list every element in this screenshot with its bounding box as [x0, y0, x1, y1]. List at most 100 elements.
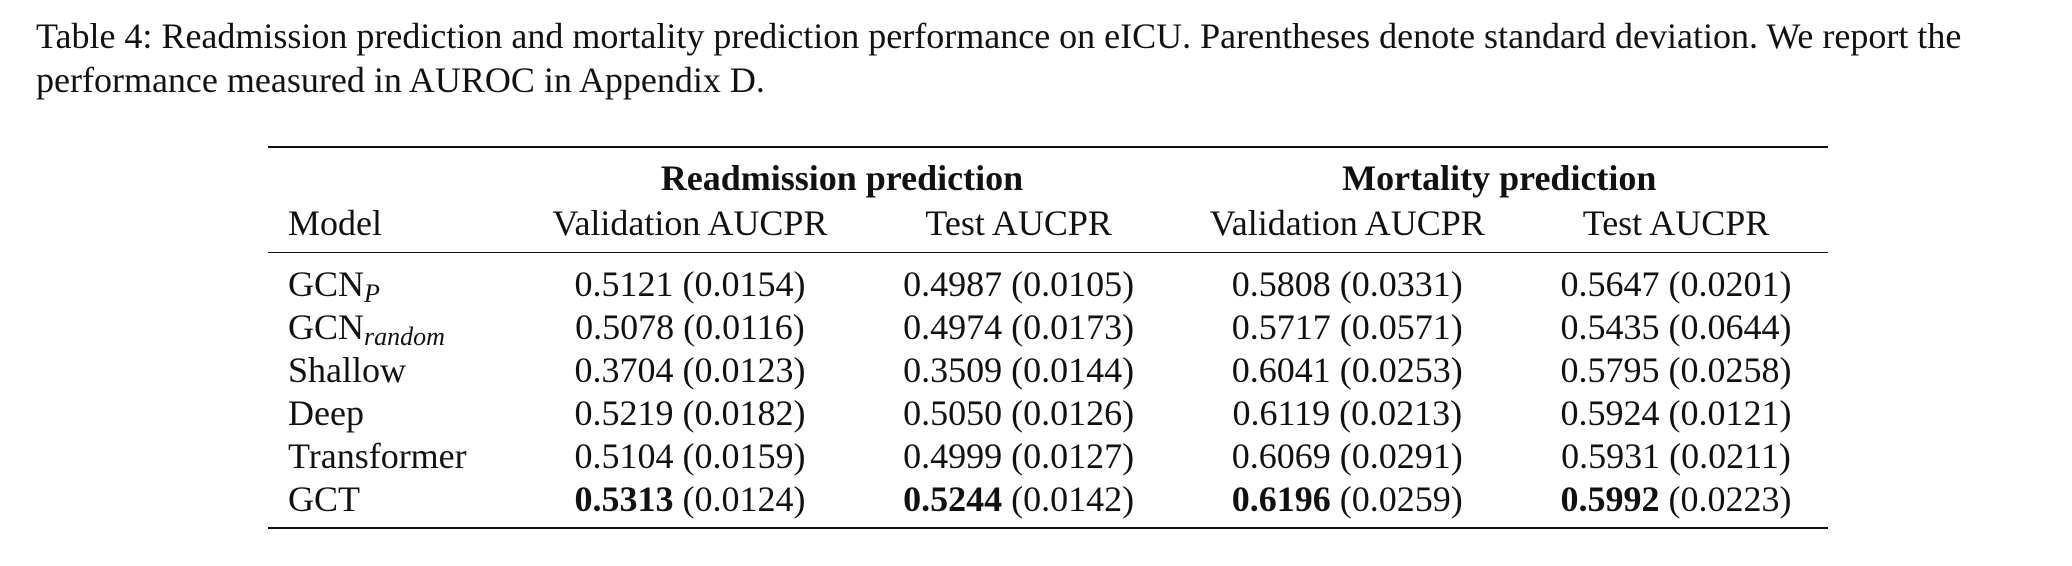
metric-std: (0.0126)	[1011, 393, 1135, 433]
header-group-readmission: Readmission prediction	[660, 158, 1024, 198]
metric-cell: 0.5924 (0.0121)	[1524, 392, 1828, 435]
model-name: GCN	[288, 264, 365, 304]
model-name: Transformer	[288, 436, 467, 476]
model-name: Deep	[288, 393, 364, 433]
model-name-cell: Shallow	[268, 349, 513, 392]
model-name-cell: GCNP	[268, 253, 513, 307]
model-subscript: P	[364, 279, 380, 308]
metric-cell: 0.5717 (0.0571)	[1171, 306, 1524, 349]
metric-cell: 0.6119 (0.0213)	[1171, 392, 1524, 435]
metric-cell: 0.5121 (0.0154)	[513, 253, 866, 307]
table-row: GCNP 0.5121 (0.0154) 0.4987 (0.0105) 0.5808…	[268, 252, 1828, 307]
metric-value: 0.4999	[903, 436, 1003, 476]
metric-cell: 0.3704 (0.0123)	[513, 349, 866, 392]
metric-value: 0.6041	[1231, 350, 1331, 390]
metric-std: (0.0331)	[1339, 264, 1463, 304]
metric-value: 0.5647	[1560, 264, 1660, 304]
metric-std: (0.0644)	[1668, 307, 1792, 347]
metric-value: 0.3509	[903, 350, 1003, 390]
metric-cell: 0.4999 (0.0127)	[867, 435, 1171, 478]
metric-std: (0.0173)	[1011, 307, 1135, 347]
model-name-cell: Deep	[268, 392, 513, 435]
metric-cell: 0.5313 (0.0124)	[513, 478, 866, 528]
metric-cell: 0.5244 (0.0142)	[867, 478, 1171, 528]
table-row: Shallow 0.3704 (0.0123) 0.3509 (0.0144) 0.6…	[268, 349, 1828, 392]
metric-value: 0.4974	[903, 307, 1003, 347]
metric-cell: 0.3509 (0.0144)	[867, 349, 1171, 392]
metric-value: 0.5078	[575, 307, 675, 347]
metric-value: 0.5219	[574, 393, 674, 433]
metric-cell: 0.6069 (0.0291)	[1171, 435, 1524, 478]
metric-std: (0.0124)	[682, 479, 806, 519]
metric-value: 0.5924	[1560, 393, 1660, 433]
metric-std: (0.0127)	[1011, 436, 1135, 476]
model-name: Shallow	[288, 350, 407, 390]
metric-std: (0.0142)	[1011, 479, 1135, 519]
metric-std: (0.0154)	[682, 264, 806, 304]
model-name-cell: GCNrandom	[268, 306, 513, 351]
metric-std: (0.0116)	[683, 307, 805, 347]
metric-value: 0.5717	[1231, 307, 1331, 347]
header-group-row: Readmission prediction Mortality predict…	[268, 147, 1828, 200]
metric-value: 0.5050	[903, 393, 1003, 433]
metric-std: (0.0159)	[682, 436, 806, 476]
header-mortality-validation: Validation AUCPR	[1209, 203, 1485, 243]
metric-cell: 0.5647 (0.0201)	[1524, 253, 1828, 307]
model-name: GCT	[288, 479, 360, 519]
metric-std: (0.0144)	[1011, 350, 1135, 390]
metric-value: 0.6196	[1231, 479, 1331, 519]
metric-value: 0.6069	[1231, 436, 1331, 476]
metric-std: (0.0213)	[1339, 393, 1463, 433]
metric-cell: 0.5795 (0.0258)	[1524, 349, 1828, 392]
caption-label: Table 4:	[36, 16, 153, 56]
metric-cell: 0.5931 (0.0211)	[1524, 435, 1828, 478]
metric-value: 0.5121	[574, 264, 674, 304]
metric-std: (0.0253)	[1339, 350, 1463, 390]
metric-value: 0.5104	[574, 436, 674, 476]
header-column-row: Model Validation AUCPR Test AUCPR Valida…	[268, 200, 1828, 253]
metric-value: 0.6119	[1232, 393, 1331, 433]
header-group-empty	[268, 147, 513, 200]
model-name-cell: GCT	[268, 478, 513, 528]
table-body: GCNP 0.5121 (0.0154) 0.4987 (0.0105) 0.5808…	[268, 252, 1828, 528]
header-group-mortality: Mortality prediction	[1342, 158, 1657, 198]
header-mortality-test: Test AUCPR	[1582, 203, 1770, 243]
metric-value: 0.5808	[1231, 264, 1331, 304]
table-row: Deep 0.5219 (0.0182) 0.5050 (0.0126) 0.6119…	[268, 392, 1828, 435]
metric-value: 0.5931	[1561, 436, 1661, 476]
metric-std: (0.0121)	[1668, 393, 1792, 433]
header-model: Model	[288, 203, 382, 243]
metric-cell: 0.5435 (0.0644)	[1524, 306, 1828, 349]
table-row: GCNrandom 0.5078 (0.0116) 0.4974 (0.0173) 0…	[268, 306, 1828, 351]
metric-cell: 0.6041 (0.0253)	[1171, 349, 1524, 392]
metric-cell: 0.4987 (0.0105)	[867, 253, 1171, 307]
header-readmission-validation: Validation AUCPR	[552, 203, 828, 243]
metric-cell: 0.5104 (0.0159)	[513, 435, 866, 478]
metric-std: (0.0201)	[1668, 264, 1792, 304]
model-name-cell: Transformer	[268, 435, 513, 478]
metric-std: (0.0291)	[1339, 436, 1463, 476]
metric-value: 0.5435	[1560, 307, 1660, 347]
metric-std: (0.0223)	[1668, 479, 1792, 519]
metric-value: 0.4987	[903, 264, 1003, 304]
metric-std: (0.0571)	[1339, 307, 1463, 347]
metric-cell: 0.5808 (0.0331)	[1171, 253, 1524, 307]
metric-std: (0.0182)	[682, 393, 806, 433]
metric-cell: 0.5050 (0.0126)	[867, 392, 1171, 435]
model-subscript: random	[364, 322, 445, 351]
metric-std: (0.0123)	[682, 350, 806, 390]
metric-value: 0.5313	[574, 479, 674, 519]
caption-text: Readmission prediction and mortality pre…	[36, 16, 1962, 100]
table-row: Transformer 0.5104 (0.0159) 0.4999 (0.0127…	[268, 435, 1828, 478]
results-table: Readmission prediction Mortality predict…	[268, 146, 1828, 529]
metric-cell: 0.5219 (0.0182)	[513, 392, 866, 435]
table-row: GCT 0.5313 (0.0124) 0.5244 (0.0142) 0.6196 …	[268, 478, 1828, 528]
metric-std: (0.0105)	[1011, 264, 1135, 304]
metric-value: 0.5795	[1560, 350, 1660, 390]
metric-value: 0.3704	[574, 350, 674, 390]
results-table-container: Readmission prediction Mortality predict…	[268, 146, 1828, 529]
metric-cell: 0.6196 (0.0259)	[1171, 478, 1524, 528]
metric-value: 0.5244	[903, 479, 1003, 519]
header-readmission-test: Test AUCPR	[925, 203, 1112, 243]
metric-std: (0.0259)	[1339, 479, 1463, 519]
